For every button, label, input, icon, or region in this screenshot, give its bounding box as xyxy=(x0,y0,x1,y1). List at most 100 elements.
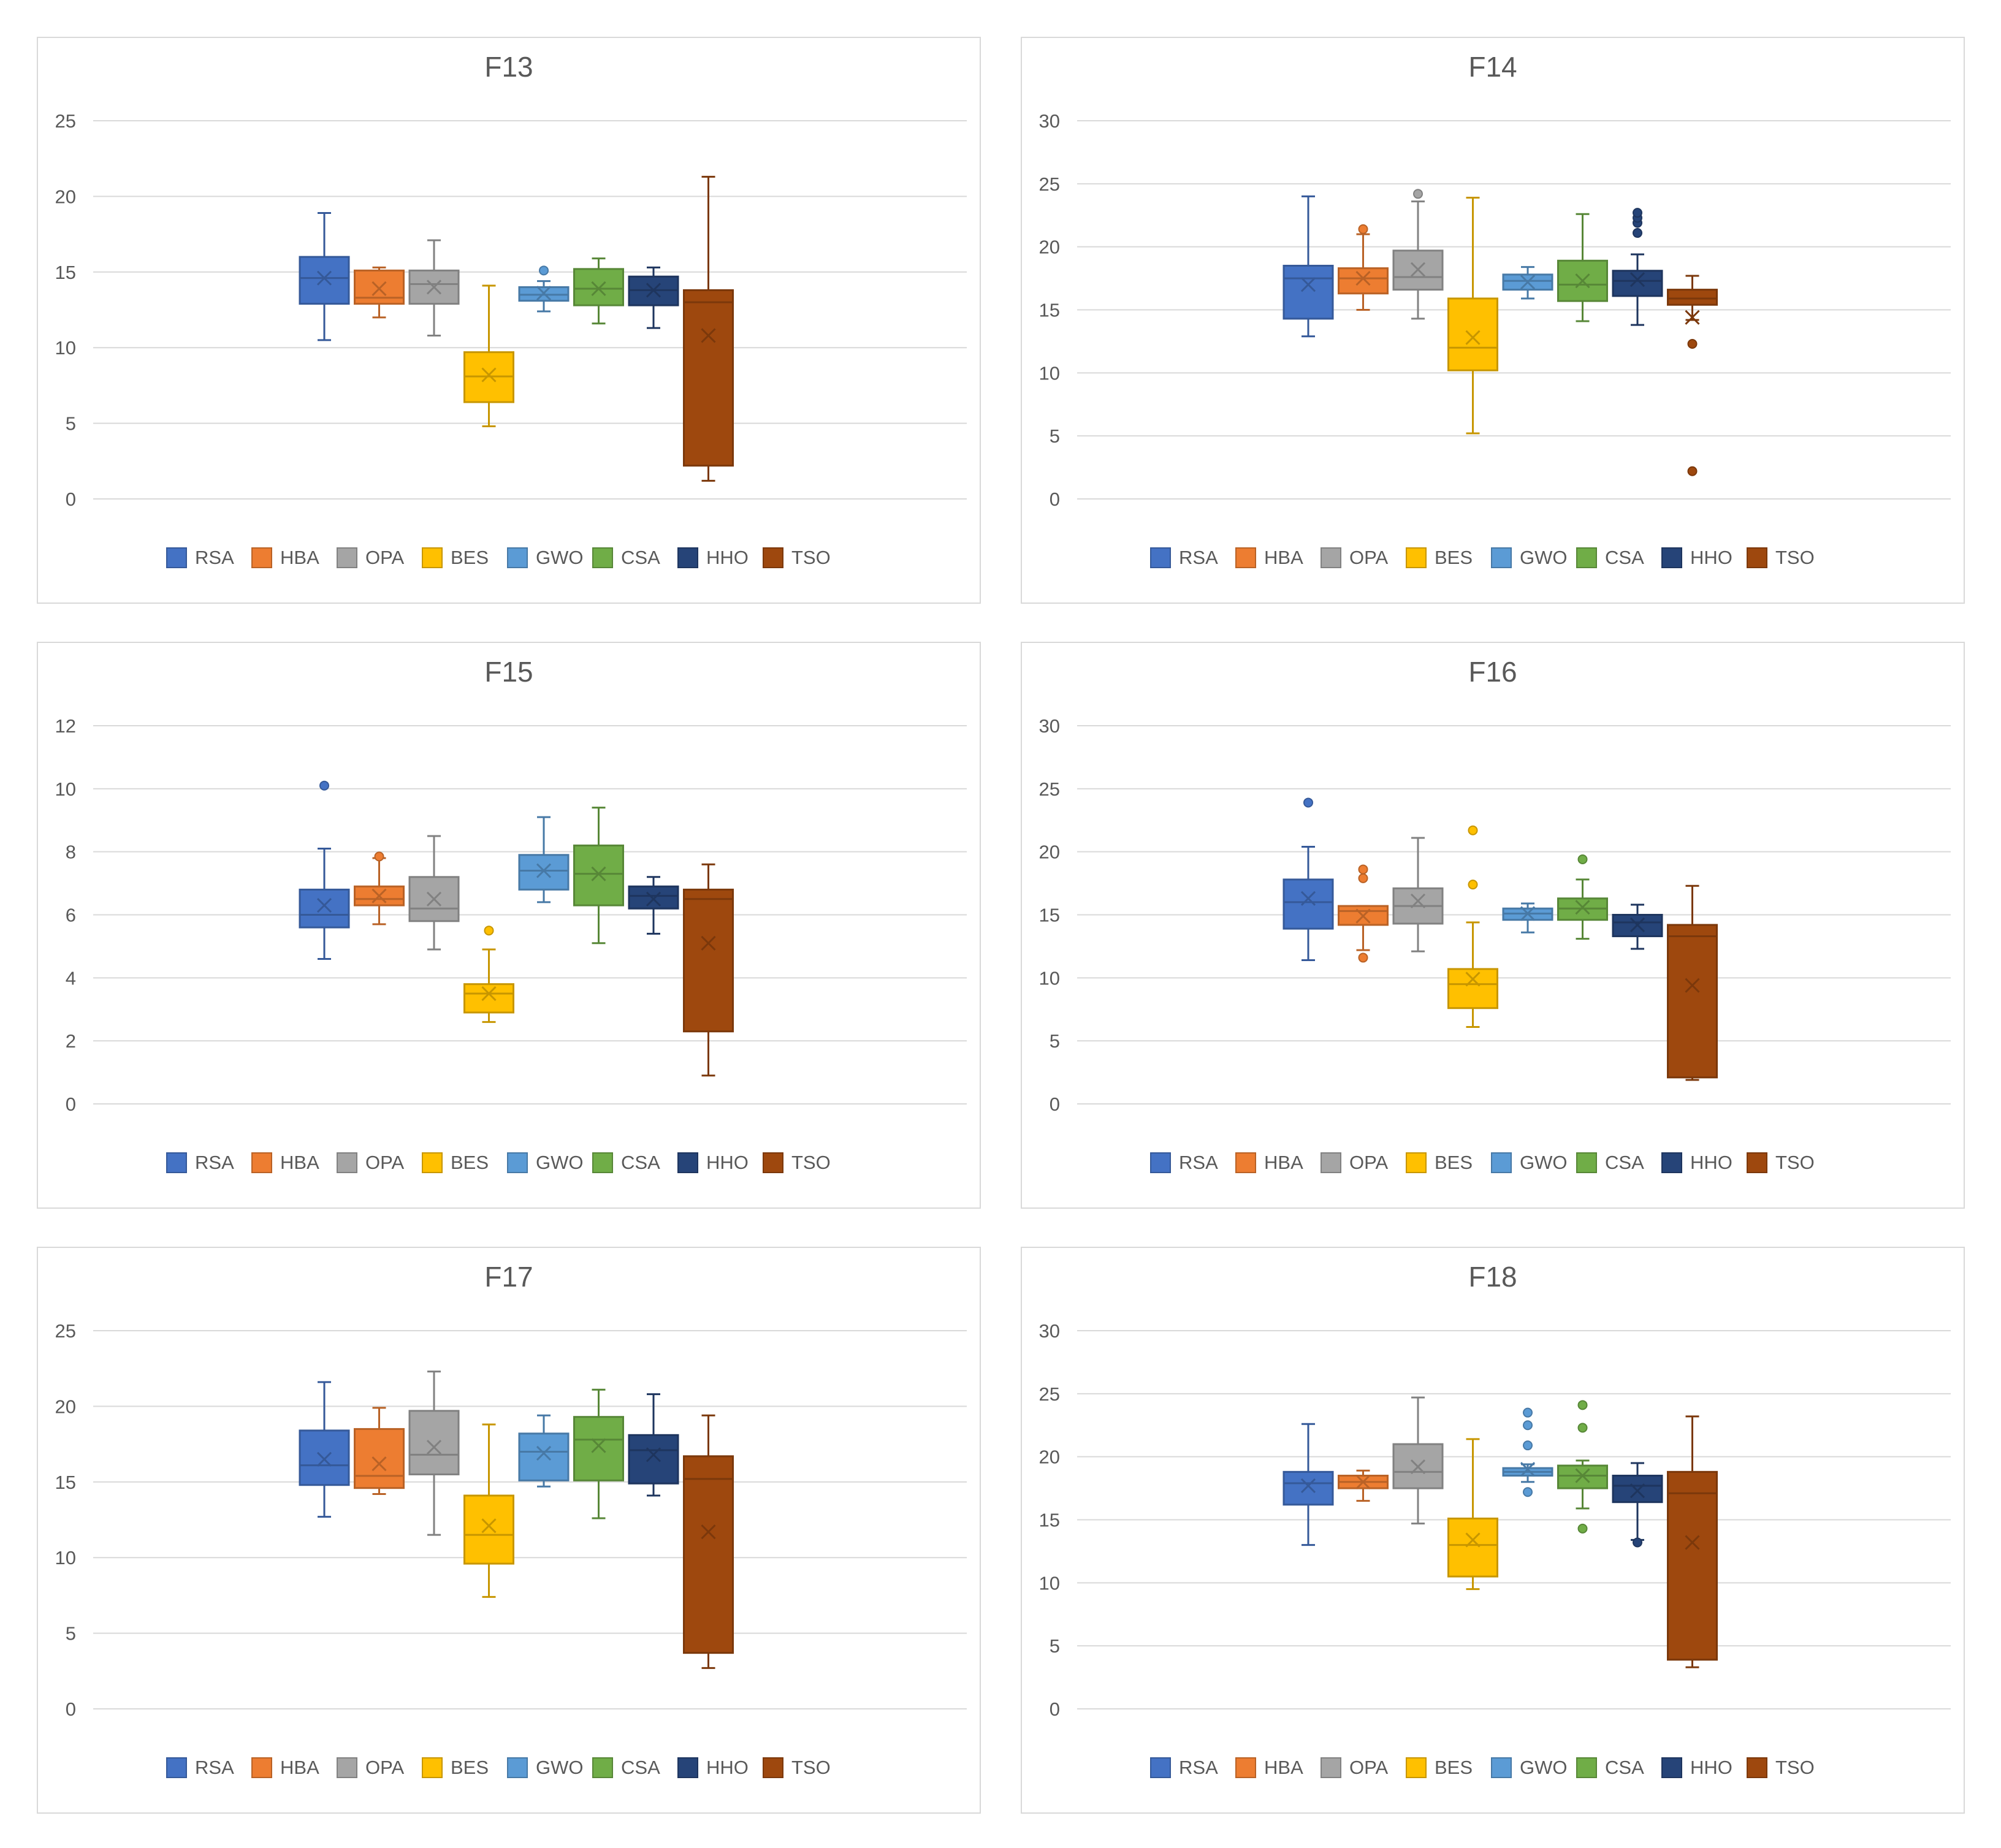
legend-swatch xyxy=(337,1757,357,1778)
y-tick-label: 10 xyxy=(55,337,76,359)
box-body xyxy=(1338,267,1389,295)
chart-svg: F17 0 5 10 15 20 25 RSA HBA OPA BES GWO CSA HHO TSO xyxy=(55,1261,967,1778)
legend-label: RSA xyxy=(1179,547,1218,568)
y-axis: 0 5 10 15 20 25 30 xyxy=(1039,110,1060,510)
y-tick-label: 4 xyxy=(66,967,76,989)
legend-label: TSO xyxy=(1775,547,1815,568)
mean-marker xyxy=(591,1438,606,1453)
y-tick-label: 25 xyxy=(1039,173,1060,195)
outlier-point xyxy=(1358,873,1368,883)
legend-swatch xyxy=(1406,1152,1427,1173)
box-body xyxy=(299,256,350,305)
mean-marker xyxy=(1355,908,1371,924)
mean-marker xyxy=(701,1524,716,1540)
y-tick-label: 15 xyxy=(55,1472,76,1493)
legend-label: HBA xyxy=(1264,547,1303,568)
legend-swatch xyxy=(1321,547,1341,568)
legend-swatch xyxy=(1406,547,1427,568)
box-body xyxy=(1667,924,1718,1079)
legend-label: HBA xyxy=(280,1152,319,1173)
mean-marker xyxy=(1520,906,1536,921)
legend-label: TSO xyxy=(1775,1152,1815,1173)
outlier-point xyxy=(1523,1420,1533,1431)
outlier-point xyxy=(374,851,384,862)
box-opa xyxy=(408,1371,460,1536)
legend-item-tso: TSO xyxy=(1747,547,1815,568)
box-rsa xyxy=(299,780,350,960)
legend: RSA HBA OPA BES GWO CSA HHO TSO xyxy=(166,1152,831,1173)
box-body xyxy=(573,268,624,306)
mean-marker xyxy=(1465,1532,1481,1548)
mean-marker xyxy=(1685,978,1700,993)
legend-item-hho: HHO xyxy=(677,547,749,568)
y-tick-label: 2 xyxy=(66,1030,76,1052)
y-tick-label: 10 xyxy=(1039,1572,1060,1594)
y-tick-label: 5 xyxy=(66,1623,76,1645)
box-body xyxy=(683,888,734,1033)
legend-item-hho: HHO xyxy=(1661,547,1732,568)
legend-label: HHO xyxy=(706,1152,749,1173)
y-tick-label: 6 xyxy=(66,905,76,926)
legend-label: HBA xyxy=(1264,1152,1303,1173)
legend-swatch xyxy=(592,547,613,568)
y-tick-label: 20 xyxy=(55,186,76,207)
box-hba xyxy=(1338,224,1389,311)
mean-marker xyxy=(426,891,442,907)
mean-marker xyxy=(1355,1474,1371,1489)
box-body xyxy=(573,1416,624,1481)
legend-swatch xyxy=(1747,1757,1767,1778)
outlier-point xyxy=(484,926,494,936)
box-gwo xyxy=(1502,1407,1553,1497)
legend-item-gwo: GWO xyxy=(1491,1757,1568,1778)
legend-swatch xyxy=(1576,547,1597,568)
box-csa xyxy=(1557,213,1608,322)
box-bes xyxy=(463,926,514,1023)
box-bes xyxy=(1447,1438,1498,1591)
legend-label: HBA xyxy=(1264,1757,1303,1778)
legend-label: GWO xyxy=(536,1152,584,1173)
y-tick-label: 15 xyxy=(1039,1510,1060,1531)
legend-label: OPA xyxy=(365,1152,404,1173)
legend-item-hba: HBA xyxy=(1235,1152,1303,1173)
legend-item-bes: BES xyxy=(422,1757,489,1778)
y-tick-label: 0 xyxy=(1050,489,1060,510)
box-body xyxy=(1283,1470,1334,1506)
chart-title: F16 xyxy=(1468,656,1517,688)
mean-marker xyxy=(1410,262,1426,277)
legend-label: CSA xyxy=(621,547,660,568)
box-gwo xyxy=(518,816,570,903)
legend-item-csa: CSA xyxy=(592,547,660,568)
box-body xyxy=(573,844,624,907)
y-tick-label: 20 xyxy=(1039,1447,1060,1468)
legend-item-hho: HHO xyxy=(1661,1757,1732,1778)
legend: RSA HBA OPA BES GWO CSA HHO TSO xyxy=(1150,1152,1815,1173)
legend-item-bes: BES xyxy=(422,1152,489,1173)
box-body xyxy=(299,888,350,929)
legend-label: CSA xyxy=(621,1757,660,1778)
legend-item-rsa: RSA xyxy=(1150,1757,1218,1778)
legend: RSA HBA OPA BES GWO CSA HHO TSO xyxy=(166,1757,831,1778)
legend-swatch xyxy=(1576,1152,1597,1173)
box-body xyxy=(1283,265,1334,320)
mean-marker xyxy=(316,898,332,913)
box-opa xyxy=(408,239,460,337)
legend-label: HHO xyxy=(706,1757,749,1778)
legend: RSA HBA OPA BES GWO CSA HHO TSO xyxy=(166,547,831,568)
legend-label: TSO xyxy=(791,1757,831,1778)
box-body xyxy=(518,1432,570,1481)
box-tso xyxy=(1667,1415,1718,1668)
y-tick-label: 10 xyxy=(55,1547,76,1569)
gridlines xyxy=(1077,1330,1951,1709)
legend-label: OPA xyxy=(1349,1757,1388,1778)
legend-label: BES xyxy=(451,1152,489,1173)
legend-label: GWO xyxy=(1520,1152,1568,1173)
gridlines xyxy=(93,725,967,1105)
mean-marker xyxy=(1575,1468,1590,1483)
legend-label: OPA xyxy=(1349,1152,1388,1173)
legend-swatch xyxy=(677,547,698,568)
mean-marker xyxy=(1410,893,1426,908)
legend-label: RSA xyxy=(1179,1757,1218,1778)
legend-swatch xyxy=(1235,1152,1256,1173)
legend-item-opa: OPA xyxy=(1321,1757,1388,1778)
legend: RSA HBA OPA BES GWO CSA HHO TSO xyxy=(1150,1757,1815,1778)
